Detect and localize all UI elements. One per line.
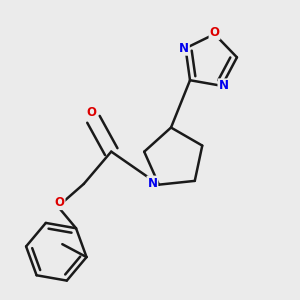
Text: O: O bbox=[87, 106, 97, 119]
Text: O: O bbox=[55, 196, 64, 209]
Text: N: N bbox=[179, 42, 189, 55]
Text: O: O bbox=[209, 26, 220, 39]
Text: N: N bbox=[218, 79, 228, 92]
Text: N: N bbox=[147, 176, 158, 190]
